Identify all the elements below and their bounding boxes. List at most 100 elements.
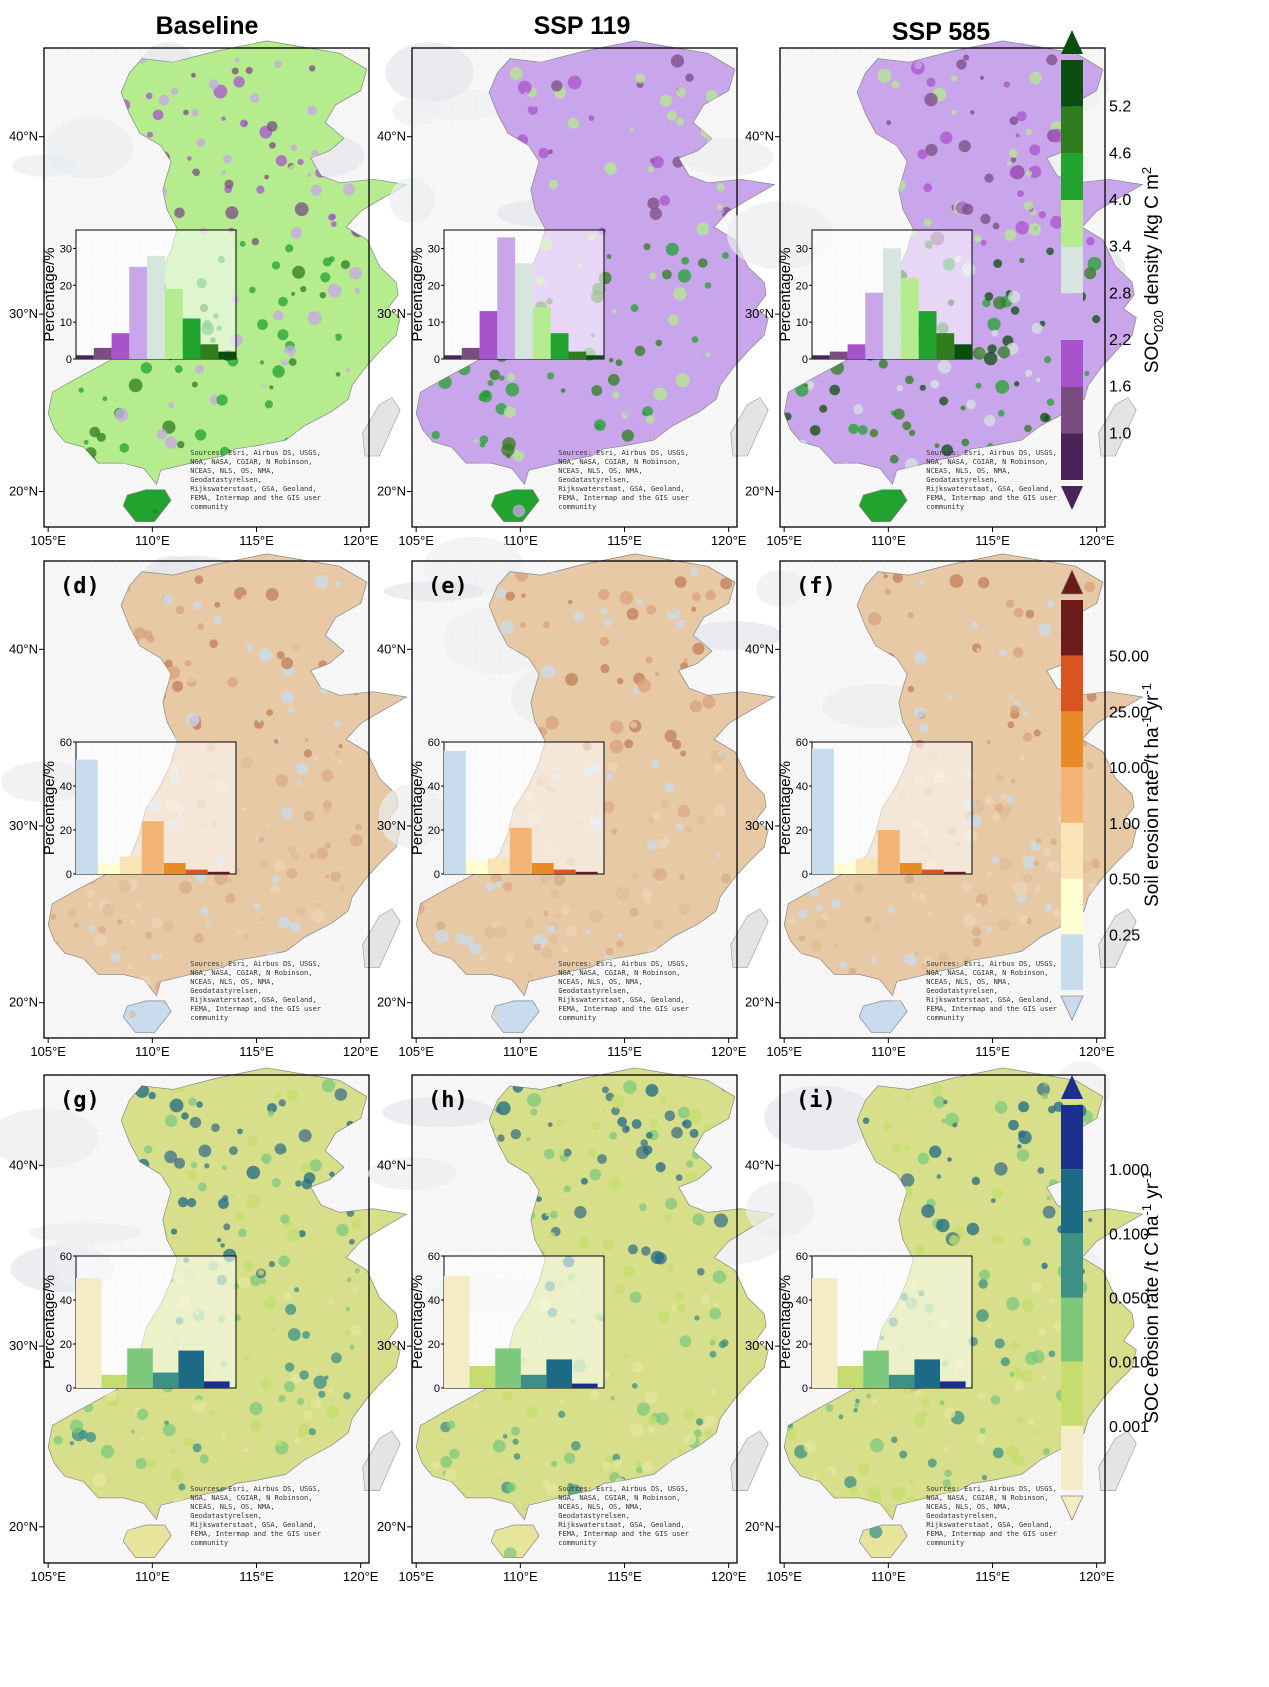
- map-texture-dot: [1017, 1144, 1022, 1149]
- inset-y-label: Percentage/%: [409, 247, 426, 341]
- map-texture-dot: [281, 807, 293, 819]
- map-texture-dot: [692, 642, 705, 655]
- map-texture-dot: [1046, 600, 1055, 608]
- map-texture-dot: [683, 1408, 696, 1420]
- map-texture-dot: [512, 449, 525, 462]
- map-texture-dot: [300, 286, 307, 293]
- map-texture-dot: [268, 1261, 275, 1268]
- map-texture-dot: [335, 372, 341, 377]
- map-texture-dot: [685, 73, 694, 82]
- map-texture-dot: [1025, 128, 1033, 136]
- map-texture-dot: [539, 871, 552, 884]
- map-texture-dot: [853, 404, 864, 415]
- colorbar-segment: [1061, 767, 1083, 823]
- inset-bar: [200, 344, 219, 359]
- map-texture-dot: [152, 508, 158, 514]
- map-texture-dot: [271, 261, 281, 270]
- map-texture-dot: [240, 757, 253, 769]
- colorbar-segment: [1061, 106, 1083, 154]
- map-texture-dot: [224, 653, 232, 661]
- inset-bar: [553, 869, 576, 874]
- map-texture-dot: [924, 92, 938, 107]
- map-texture-dot: [679, 874, 686, 881]
- map-texture-dot: [891, 80, 900, 89]
- map-texture-dot: [680, 750, 687, 757]
- x-tick-label: 105°E: [30, 533, 66, 548]
- map-texture-dot: [902, 421, 912, 431]
- map-texture-dot: [628, 1244, 638, 1255]
- map-texture-dot: [304, 738, 309, 743]
- map-texture-dot: [307, 172, 312, 177]
- map-texture-dot: [290, 227, 303, 239]
- map-texture-dot: [819, 404, 828, 413]
- map-texture-dot: [598, 588, 610, 601]
- map-texture-dot: [1032, 1430, 1037, 1435]
- inset-bar: [497, 237, 516, 359]
- map-texture-dot: [195, 399, 205, 410]
- map-texture-dot: [666, 110, 678, 121]
- map-texture-dot: [549, 1210, 558, 1219]
- attribution-line: Geodatastyrelsen,: [926, 1512, 998, 1520]
- map-texture-dot: [887, 906, 895, 914]
- map-texture-dot: [882, 1121, 892, 1131]
- map-texture-dot: [574, 1206, 587, 1219]
- colorbar-tick-label: 0.010: [1109, 1355, 1149, 1372]
- map-texture-dot: [871, 957, 878, 964]
- map-texture-dot: [145, 92, 153, 100]
- map-texture-dot: [693, 1429, 702, 1438]
- map-texture-dot: [119, 443, 130, 453]
- map-texture-dot: [962, 913, 976, 927]
- map-texture-dot: [507, 373, 516, 382]
- x-tick-label: 110°E: [135, 1569, 170, 1584]
- map-texture-dot: [235, 1211, 245, 1222]
- map-texture-dot: [69, 1441, 75, 1446]
- attribution-line: Sources: Esri, Airbus DS, USGS,: [926, 960, 1057, 968]
- map-texture-dot: [1038, 211, 1047, 219]
- map-texture-dot: [883, 574, 888, 579]
- map-texture-dot: [164, 1150, 178, 1164]
- map-texture-dot: [309, 1159, 322, 1172]
- map-texture-dot: [600, 663, 610, 674]
- inset-y-tick-label: 0: [434, 869, 440, 881]
- map-texture-dot: [991, 856, 1000, 865]
- map-texture-dot: [317, 204, 331, 217]
- panel-label: (h): [428, 1088, 468, 1113]
- map-texture-dot: [489, 369, 501, 381]
- inset-y-label: Percentage/%: [409, 761, 426, 855]
- map-texture-dot: [241, 806, 247, 812]
- map-texture-dot: [623, 1080, 637, 1094]
- map-texture-dot: [189, 1116, 202, 1129]
- colorbar-arrow-top: [1061, 30, 1083, 54]
- map-texture-dot: [165, 436, 178, 449]
- map-texture-dot: [636, 1402, 651, 1416]
- inset-bar: [586, 355, 604, 359]
- attribution-line: FEMA, Intermap and the GIS user: [926, 1005, 1057, 1013]
- attribution-line: NCEAS, NLS, OS, NMA,: [558, 1503, 642, 1511]
- inset-y-tick-label: 60: [428, 737, 440, 749]
- map-texture-dot: [610, 720, 624, 734]
- map-texture-dot: [1014, 381, 1020, 387]
- map-texture-dot: [505, 591, 515, 601]
- inset-y-tick-label: 0: [66, 354, 72, 366]
- map-texture-dot: [617, 677, 624, 685]
- map-texture-dot: [1028, 223, 1042, 236]
- attribution-line: NCEAS, NLS, OS, NMA,: [926, 1503, 1010, 1511]
- inset-y-tick-label: 60: [796, 1251, 808, 1263]
- map-texture-dot: [523, 91, 529, 97]
- map-texture-dot: [1006, 599, 1015, 608]
- map-texture-dot: [635, 102, 643, 111]
- map-texture-dot: [479, 390, 493, 403]
- inset-bar: [954, 344, 972, 359]
- map-texture-dot: [647, 1415, 657, 1426]
- map-texture-dot: [150, 125, 158, 132]
- map-texture-dot: [1016, 1149, 1030, 1162]
- map-texture-dot: [188, 1097, 197, 1107]
- map-texture-dot: [580, 1177, 588, 1185]
- map-texture-dot: [311, 909, 325, 923]
- map-texture-dot: [1023, 873, 1033, 883]
- map-texture-dot: [527, 971, 534, 978]
- map-texture-dot: [637, 622, 645, 629]
- x-tick-label: 115°E: [239, 533, 274, 548]
